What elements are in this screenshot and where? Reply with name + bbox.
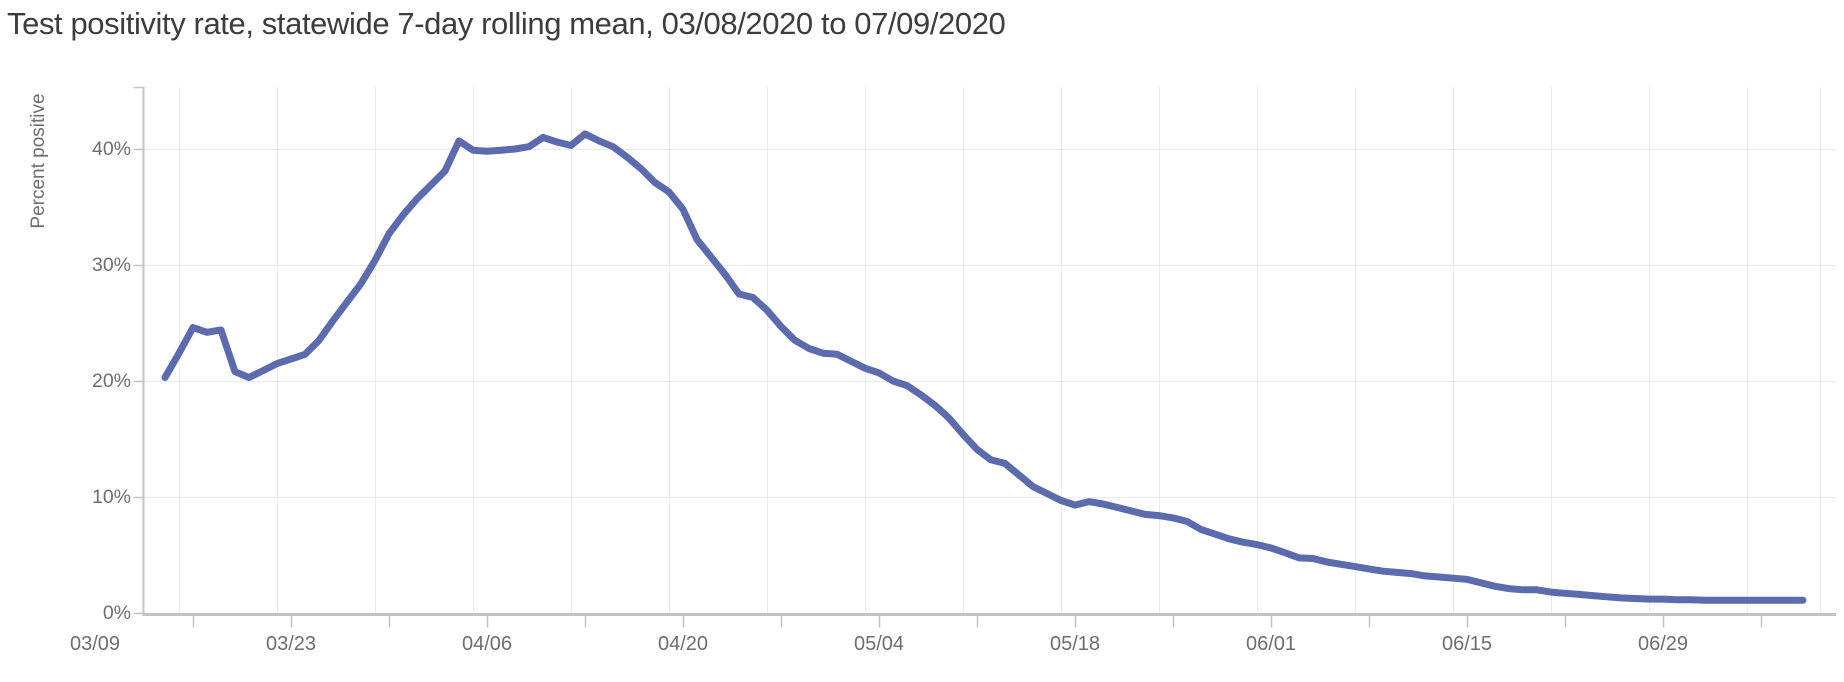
x-tick-label: 04/20: [658, 633, 708, 655]
y-tick-label: 10%: [92, 486, 131, 508]
y-tick-label: 40%: [92, 138, 131, 160]
y-axis-title: Percent positive: [28, 93, 49, 228]
x-tick-label: 03/09: [70, 633, 120, 655]
x-tick-label: 06/01: [1246, 633, 1296, 655]
x-tick-label: 06/29: [1638, 633, 1688, 655]
x-tick-label: 05/04: [854, 633, 904, 655]
page-title: Test positivity rate, statewide 7-day ro…: [7, 6, 1006, 41]
trend-line: [161, 130, 1807, 604]
y-tick-label: 0%: [103, 602, 131, 624]
x-tick-label: 03/23: [266, 633, 316, 655]
x-tick-label: 05/18: [1050, 633, 1100, 655]
x-tick-label: 06/15: [1442, 633, 1492, 655]
y-tick-label: 30%: [92, 254, 131, 276]
x-tick-label: 04/06: [462, 633, 512, 655]
y-tick-label: 20%: [92, 370, 131, 392]
